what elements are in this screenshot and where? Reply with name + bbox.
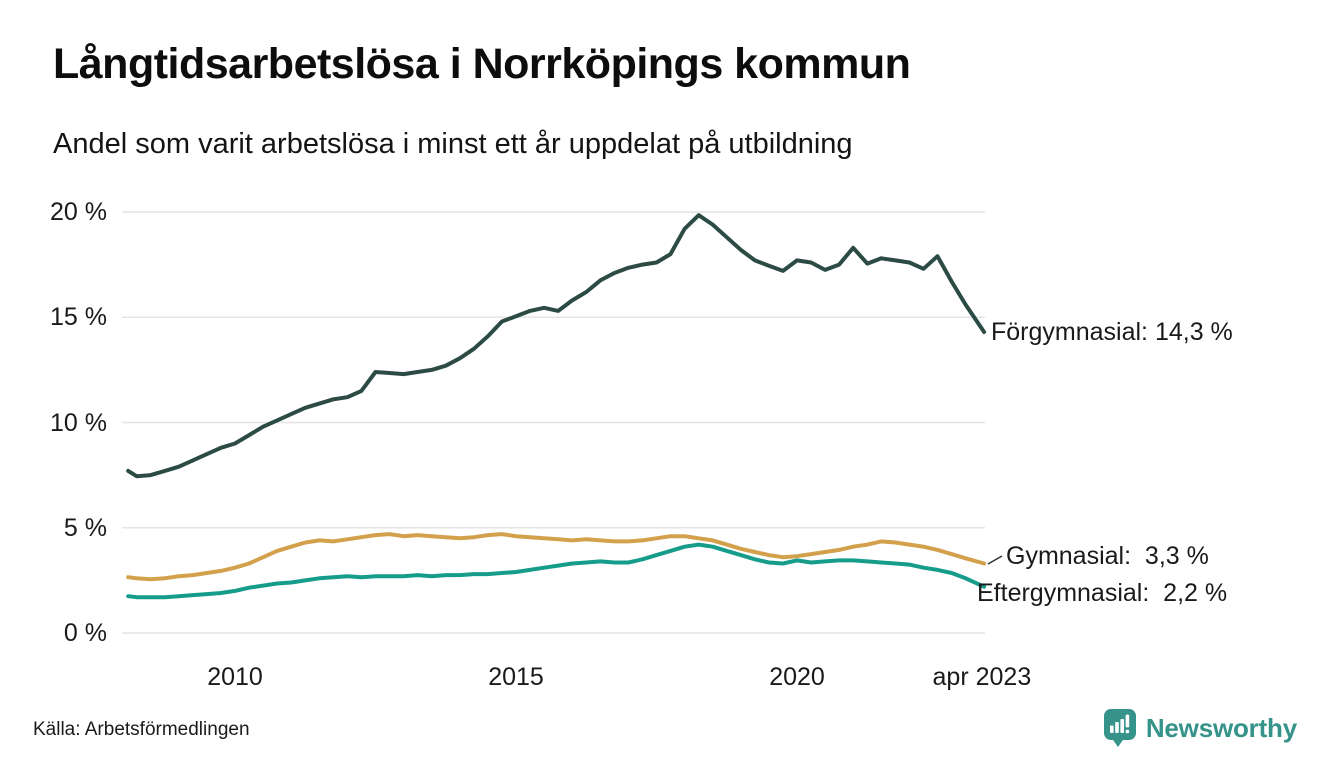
y-tick-label: 10 % bbox=[50, 408, 107, 437]
annotation-connector bbox=[987, 555, 1003, 565]
series-annotation-gymnasial: Gymnasial: 3,3 % bbox=[1006, 541, 1209, 570]
y-tick-label: 5 % bbox=[63, 513, 107, 542]
newsworthy-logo-text: Newsworthy bbox=[1145, 712, 1297, 743]
y-tick-label: 15 % bbox=[50, 303, 107, 332]
series-annotation-forgymnasial: Förgymnasial: 14,3 % bbox=[991, 317, 1233, 346]
x-tick-label: 2015 bbox=[488, 663, 544, 691]
page-title: Långtidsarbetslösa i Norrköpings kommun bbox=[53, 40, 911, 88]
newsworthy-logo: Newsworthy bbox=[1103, 708, 1297, 748]
series-line-forgymnasial bbox=[126, 213, 987, 479]
x-tick-label: 2020 bbox=[769, 663, 825, 691]
series-annotation-eftergymnasial: Eftergymnasial: 2,2 % bbox=[977, 578, 1228, 607]
x-tick-label: 2010 bbox=[207, 663, 263, 691]
x-tick-label: apr 2023 bbox=[932, 663, 1032, 691]
y-tick-label: 0 % bbox=[63, 619, 107, 647]
series-line-gymnasial bbox=[126, 532, 987, 582]
newsworthy-logo-icon bbox=[1103, 709, 1136, 747]
source-note: Källa: Arbetsförmedlingen bbox=[33, 719, 250, 740]
page-subtitle: Andel som varit arbetslösa i minst ett å… bbox=[53, 128, 853, 160]
series-line-eftergymnasial bbox=[126, 542, 987, 600]
y-tick-label: 20 % bbox=[50, 198, 107, 226]
